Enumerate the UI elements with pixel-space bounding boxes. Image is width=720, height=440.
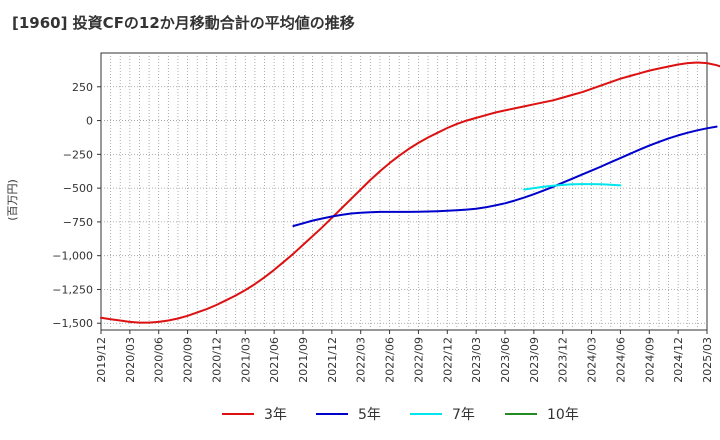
x-tick-label: 2024/03 <box>586 337 599 383</box>
x-tick-label: 2023/06 <box>499 337 512 383</box>
x-tick-label: 2021/03 <box>239 337 252 383</box>
legend-label: 10年 <box>547 407 579 423</box>
x-tick-label: 2022/12 <box>441 337 454 383</box>
x-tick-label: 2024/12 <box>672 337 685 383</box>
x-tick-label: 2023/12 <box>557 337 570 383</box>
y-axis: 250 0 −250 −500 −750 −1,000 −1,250 −1,500 <box>52 81 101 330</box>
x-tick-label: 2019/12 <box>95 337 108 383</box>
x-tick-label: 2022/09 <box>412 337 425 383</box>
x-tick-label: 2024/09 <box>643 337 656 383</box>
legend-label: 7年 <box>452 407 475 423</box>
x-tick-label: 2022/03 <box>355 337 368 383</box>
x-tick-label: 2020/03 <box>124 337 137 383</box>
x-tick-label: 2024/06 <box>614 337 627 383</box>
x-tick-label: 2023/09 <box>528 337 541 383</box>
x-tick-label: 2020/09 <box>182 337 195 383</box>
grid-lines <box>101 53 707 330</box>
y-tick-label: 250 <box>72 81 93 94</box>
series-lines <box>100 61 720 324</box>
y-tick-label: −750 <box>63 216 93 229</box>
chart-title: [1960] 投資CFの12か月移動合計の平均値の推移 <box>12 14 355 32</box>
x-tick-label: 2022/06 <box>384 337 397 383</box>
y-tick-label: −250 <box>63 148 93 161</box>
y-tick-label: −1,500 <box>52 317 93 330</box>
plot-area <box>100 52 708 331</box>
x-tick-label: 2023/03 <box>470 337 483 383</box>
x-tick-label: 2025/03 <box>701 337 714 383</box>
x-tick-label: 2020/12 <box>210 337 223 383</box>
x-axis: 2019/12 2020/03 2020/06 2020/09 2020/12 2021/… <box>95 330 714 383</box>
x-tick-label: 2021/09 <box>297 337 310 383</box>
y-tick-label: 0 <box>86 115 93 128</box>
legend-label: 3年 <box>264 407 287 423</box>
series-line <box>100 61 720 324</box>
x-tick-label: 2021/06 <box>268 337 281 383</box>
y-tick-label: −1,250 <box>52 283 93 296</box>
series-line <box>523 183 622 191</box>
y-tick-label: −500 <box>63 182 93 195</box>
legend: 3年 5年 7年 10年 <box>222 407 579 423</box>
series-line <box>292 125 718 227</box>
y-tick-label: −1,000 <box>52 250 93 263</box>
y-axis-label: (百万円) <box>6 179 19 221</box>
x-tick-label: 2021/12 <box>326 337 339 383</box>
x-tick-label: 2020/06 <box>153 337 166 383</box>
legend-label: 5年 <box>358 407 381 423</box>
